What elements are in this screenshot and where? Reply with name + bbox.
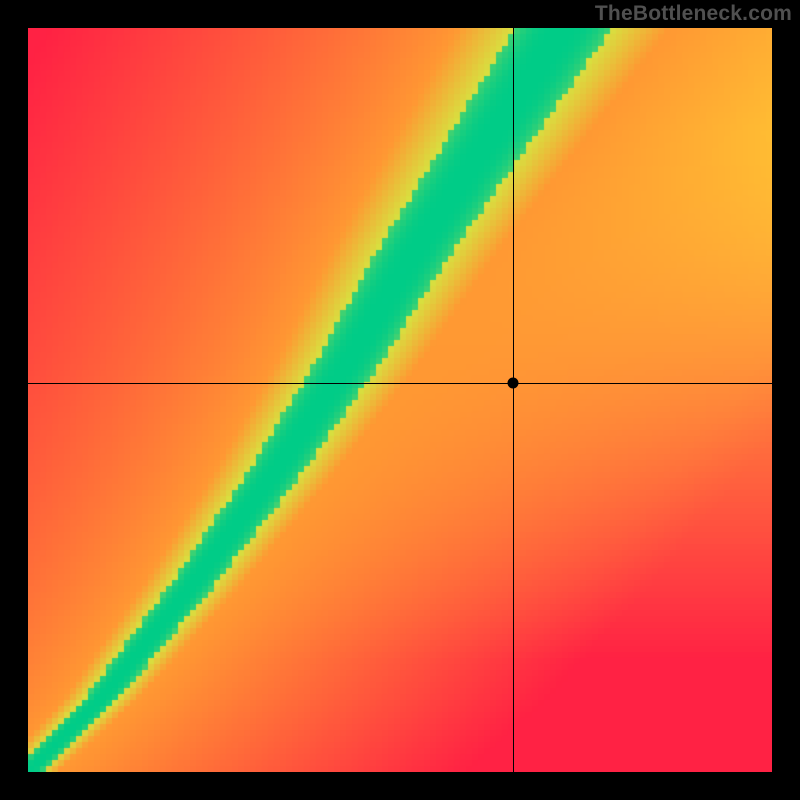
selection-marker <box>508 378 519 389</box>
chart-container: { "watermark": "TheBottleneck.com", "can… <box>0 0 800 800</box>
plot-border-right <box>772 0 800 800</box>
crosshair-vertical <box>513 28 514 772</box>
watermark-text: TheBottleneck.com <box>595 2 792 26</box>
plot-border-left <box>0 0 28 800</box>
bottleneck-heatmap <box>0 0 800 800</box>
plot-border-bottom <box>0 772 800 800</box>
crosshair-horizontal <box>28 383 772 384</box>
